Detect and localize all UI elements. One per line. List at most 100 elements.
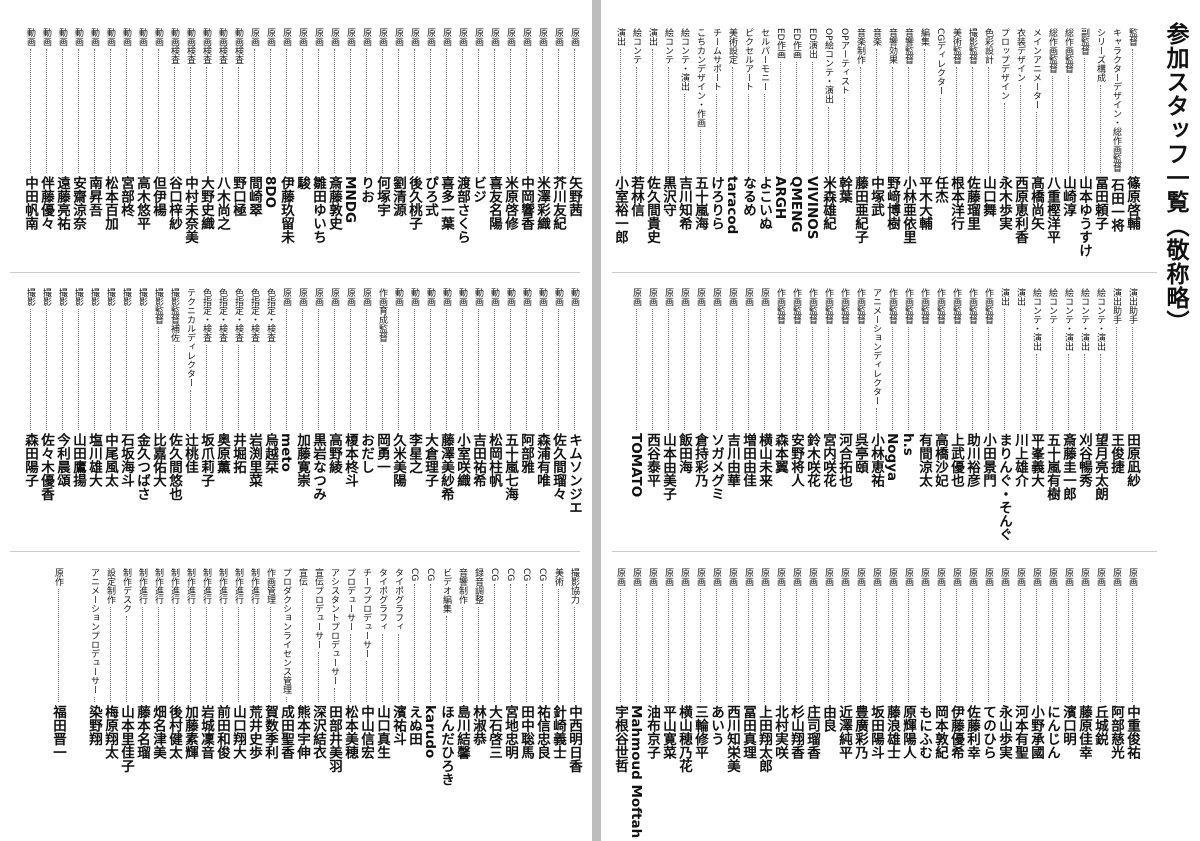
credit-role: 原画 bbox=[743, 288, 753, 306]
credit-role: 演出 bbox=[999, 288, 1009, 306]
credit-name: 藤澤美紗希 bbox=[438, 433, 454, 501]
credit-role: アニメーションプロデューサー bbox=[89, 568, 99, 694]
credit-name: 米原啓修 bbox=[502, 176, 518, 230]
credit-name: 五十嵐七海 bbox=[502, 433, 518, 501]
credit-name: 梅原翔太 bbox=[102, 705, 118, 759]
credit-column: 原画 何塚宇 bbox=[374, 28, 390, 268]
credit-name: 安齋涼奈 bbox=[70, 176, 86, 230]
credit-role: 制作進行 bbox=[185, 568, 195, 604]
dotted-leader bbox=[779, 61, 781, 173]
credit-column: 制作進行 藤本名瑠 bbox=[134, 568, 150, 833]
dotted-leader bbox=[1067, 76, 1069, 173]
credit-name: 松本百加 bbox=[102, 176, 118, 230]
credit-name: 平山寛菜 bbox=[660, 705, 676, 759]
credit-name: 刈谷暢秀 bbox=[1076, 433, 1092, 487]
credit-name: 山田鷹揚 bbox=[70, 433, 86, 487]
credit-name: えぬ田 bbox=[406, 705, 422, 746]
dotted-leader bbox=[333, 688, 335, 702]
dotted-leader bbox=[93, 49, 95, 173]
credit-name: 幹葉 bbox=[836, 176, 852, 203]
credit-column: 美術監督 根本洋行 bbox=[948, 28, 964, 268]
credit-name: 石田一将 bbox=[1108, 178, 1124, 232]
credit-name: 遠藤亮祐 bbox=[54, 176, 70, 230]
dotted-leader bbox=[493, 49, 495, 173]
dotted-leader bbox=[285, 697, 287, 702]
credit-column: 撮影 金久つばさ bbox=[134, 288, 150, 533]
credit-column: 作画監督 高橋沙妃 bbox=[932, 288, 948, 533]
credit-name: 北村実咲 bbox=[772, 705, 788, 759]
dotted-leader bbox=[1035, 112, 1037, 173]
dotted-leader bbox=[1083, 589, 1085, 702]
credit-column: OP絵コンテ・演出 米森雄紀 bbox=[820, 28, 836, 268]
credit-column: 原画 間崎翠 bbox=[246, 28, 262, 268]
credit-column: 原画 西谷泰平 bbox=[644, 288, 660, 533]
credit-role: 原画 bbox=[855, 568, 865, 586]
credit-name: 原輝陽人 bbox=[900, 705, 916, 759]
dotted-leader bbox=[221, 345, 223, 430]
credit-role: 演出 bbox=[1015, 288, 1025, 306]
credit-name: 中山信宏 bbox=[358, 705, 374, 759]
dotted-leader bbox=[859, 589, 861, 702]
dotted-leader bbox=[1131, 49, 1133, 173]
dotted-leader bbox=[413, 309, 415, 430]
credit-column: 演出助手 王俊捷 bbox=[1108, 288, 1124, 533]
staff-tier: 原画 矢野茜 原画 芥川友紀 原画 米澤彩織 原画 中岡響香 原画 米原啓修 原画 喜友名陽 原画 ビジ原… bbox=[22, 28, 582, 268]
credit-role: 原作 bbox=[53, 568, 63, 586]
dotted-leader bbox=[461, 607, 463, 702]
dotted-leader bbox=[525, 584, 527, 702]
credit-column: 原画 豊廣彩乃 bbox=[852, 568, 868, 833]
dotted-leader bbox=[939, 327, 941, 430]
dotted-leader bbox=[45, 309, 47, 430]
credit-column: 原画 倉持彩乃 bbox=[692, 288, 708, 533]
dotted-leader bbox=[301, 49, 303, 173]
dotted-leader bbox=[843, 589, 845, 702]
dotted-leader bbox=[827, 106, 829, 173]
credit-role: 撮影協力 bbox=[569, 568, 579, 604]
credit-name: 上田翔太郎 bbox=[756, 705, 772, 773]
dotted-leader bbox=[573, 607, 575, 702]
dotted-leader bbox=[429, 49, 431, 173]
credit-column: 原画 中重俊祐 bbox=[1124, 568, 1140, 833]
dotted-leader bbox=[651, 49, 653, 173]
credit-role: アニメーションディレクター bbox=[871, 288, 881, 405]
credit-column: 副監督 山本ゆうすけ bbox=[1076, 28, 1092, 268]
credit-role: 作画監督 bbox=[983, 288, 993, 324]
dotted-leader bbox=[541, 49, 543, 173]
credit-role: 撮影監督 bbox=[153, 288, 163, 324]
credit-name: 西谷泰平 bbox=[644, 433, 660, 487]
dotted-leader bbox=[683, 309, 685, 430]
credit-role: 動画 bbox=[553, 288, 563, 306]
credit-role: テクニカルディレクター bbox=[185, 288, 195, 387]
dotted-leader bbox=[557, 589, 559, 702]
dotted-leader bbox=[29, 49, 31, 173]
dotted-leader bbox=[301, 309, 303, 430]
separator bbox=[612, 272, 1157, 273]
credit-column: 色指定・検査 井堀拓 bbox=[230, 288, 246, 533]
dotted-leader bbox=[811, 327, 813, 430]
credit-name: 何塚宇 bbox=[374, 176, 390, 217]
credit-role: 原画 bbox=[1031, 568, 1041, 586]
credit-column: 動画 久米美陽 bbox=[390, 288, 406, 533]
credit-name: 根本洋行 bbox=[948, 176, 964, 230]
credit-role: 原画 bbox=[313, 288, 323, 306]
credit-column: チームサポート けろりら bbox=[708, 28, 724, 268]
dotted-leader bbox=[429, 309, 431, 430]
credit-role: 音楽 bbox=[871, 28, 881, 46]
credit-role: 原画 bbox=[489, 28, 499, 46]
credit-name: まりんぐ・そんぐ bbox=[996, 433, 1012, 541]
dotted-leader bbox=[763, 94, 765, 173]
credit-column: 撮影監督 佐藤瑠里 bbox=[964, 28, 980, 268]
credit-role: 絵コンテ・演出 bbox=[1063, 288, 1073, 351]
credit-role: 撮影 bbox=[105, 288, 115, 306]
credit-name: 平峯義大 bbox=[1028, 433, 1044, 487]
credit-role: CG bbox=[537, 568, 547, 582]
credit-role: 原画 bbox=[615, 568, 625, 586]
credit-role: 演出助手 bbox=[1111, 288, 1121, 324]
dotted-leader bbox=[907, 67, 909, 173]
credit-name: 佐久間瑠々 bbox=[550, 433, 566, 501]
dotted-leader bbox=[57, 589, 59, 702]
credit-role: 原画 bbox=[1063, 568, 1073, 586]
credit-column: 原画 北村実咲 bbox=[772, 568, 788, 833]
credit-role: 絵コンテ bbox=[663, 28, 673, 64]
credit-name: 川上雄介 bbox=[1012, 433, 1028, 487]
